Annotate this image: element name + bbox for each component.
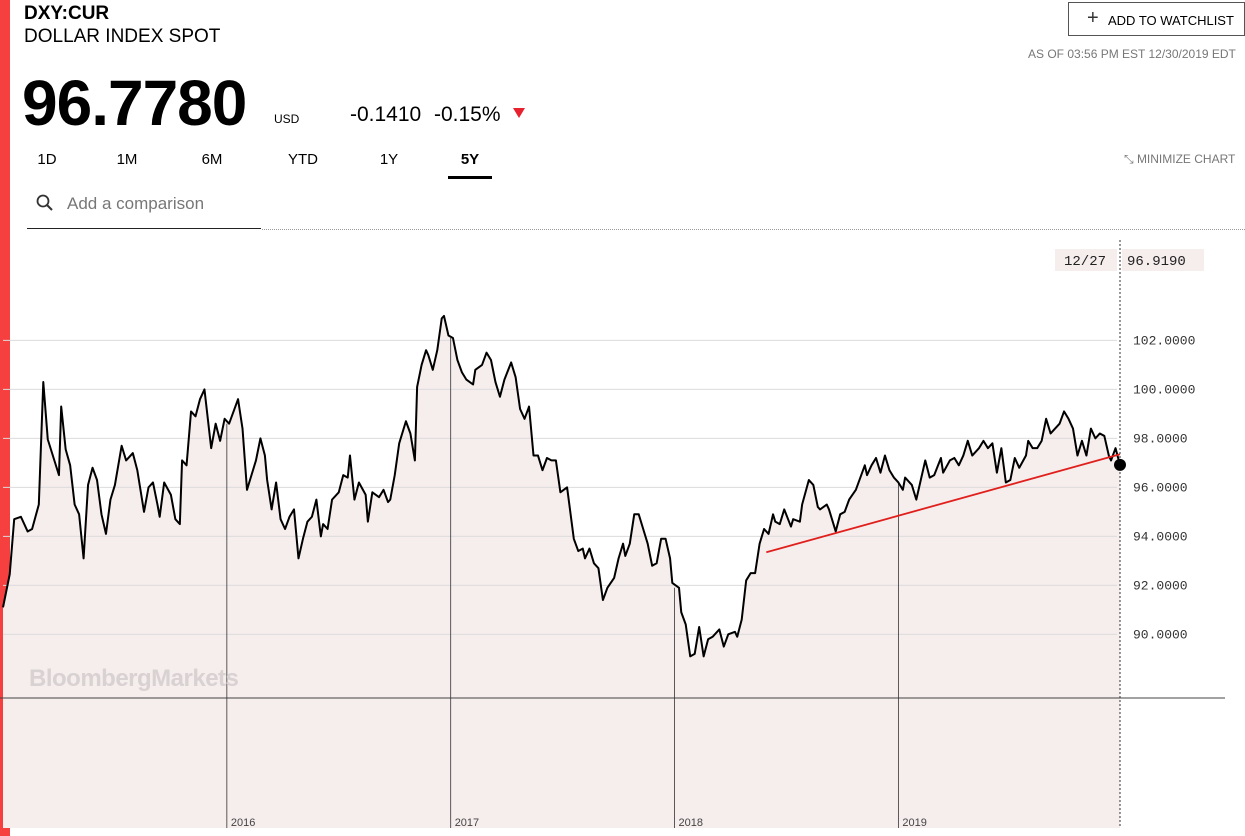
- date-label-bg: [1055, 249, 1117, 271]
- trendline: [766, 453, 1121, 554]
- watchlist-button[interactable]: + ADD TO WATCHLIST: [1068, 2, 1245, 36]
- y-tick-label: 96.0000: [1133, 480, 1188, 495]
- watermark: BloombergMarkets: [29, 665, 239, 692]
- y-tick-label: 90.0000: [1133, 627, 1188, 642]
- last-point: [1114, 458, 1126, 471]
- price-line: [2, 314, 1121, 658]
- instrument-name: DOLLAR INDEX SPOT: [24, 26, 221, 47]
- minimize-label: MINIMIZE CHART: [1136, 152, 1236, 166]
- tab[interactable]: 1Y: [379, 151, 399, 168]
- y-tick-label: 98.0000: [1133, 431, 1188, 446]
- change: -0.1410: [350, 103, 422, 126]
- x-tick-label: 2018: [679, 817, 703, 829]
- as-of: AS OF 03:56 PM EST 12/30/2019 EDT: [1028, 47, 1236, 61]
- comparison-input[interactable]: Add a comparison: [67, 194, 205, 213]
- x-tick-label: 2017: [455, 817, 479, 829]
- tab[interactable]: 1D: [37, 151, 57, 168]
- minimize-chart[interactable]: ⤡ MINIMIZE CHART: [1124, 152, 1235, 167]
- minimize-icon: ⤡: [1124, 152, 1137, 166]
- accent-bar: [0, 0, 10, 836]
- divider: [262, 229, 1245, 230]
- value-label-bg: [1122, 249, 1204, 271]
- tab[interactable]: 5Y: [448, 151, 492, 179]
- down-arrow: [513, 108, 525, 118]
- tab[interactable]: 1M: [116, 151, 138, 168]
- comparison-underline: [27, 228, 261, 229]
- crosshair-date: 12/27: [1064, 254, 1106, 270]
- area-fill: [3, 315, 1120, 828]
- x-tick-label: 2016: [231, 817, 255, 829]
- plus-icon: +: [1087, 7, 1099, 29]
- y-tick-label: 102.0000: [1133, 333, 1195, 348]
- tab[interactable]: YTD: [288, 151, 318, 168]
- tab[interactable]: 6M: [201, 151, 223, 168]
- currency: USD: [274, 112, 300, 126]
- y-tick-label: 100.0000: [1133, 382, 1195, 397]
- crosshair-value: 96.9190: [1127, 254, 1186, 270]
- y-tick-label: 92.0000: [1133, 578, 1188, 593]
- change-pct: -0.15%: [434, 103, 501, 126]
- ticker: DXY:CUR: [24, 3, 110, 24]
- price: 96.7780: [22, 67, 247, 139]
- x-tick-label: 2019: [902, 817, 926, 829]
- button-label: ADD TO WATCHLIST: [1108, 13, 1234, 28]
- search-icon: [36, 194, 53, 211]
- y-tick-label: 94.0000: [1133, 529, 1188, 544]
